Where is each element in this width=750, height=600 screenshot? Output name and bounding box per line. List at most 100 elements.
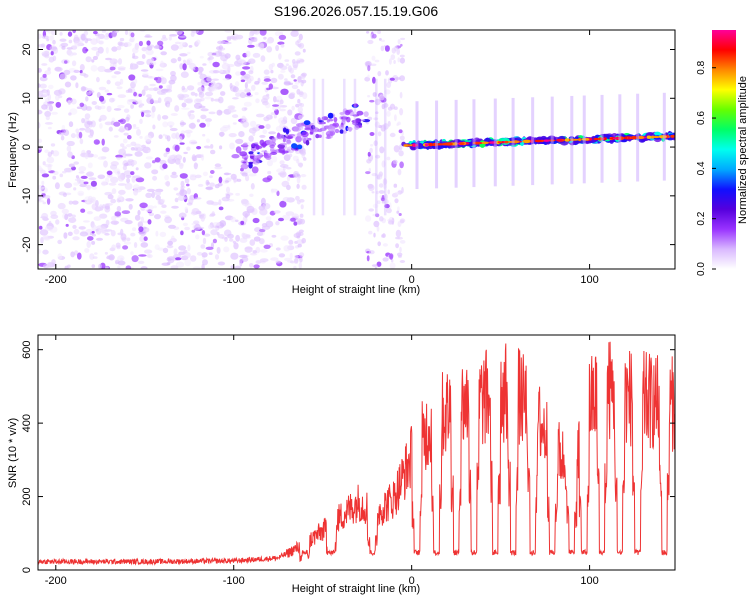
spectrogram-noise-blob — [111, 31, 117, 38]
spectrogram-noise-blob — [218, 206, 224, 211]
spectrogram-noise-blob — [117, 66, 126, 70]
spectrogram-noise-blob — [210, 242, 215, 249]
spectrogram-noise-blob — [117, 265, 121, 269]
spectrogram-noise-blob — [160, 210, 167, 214]
spectrogram-noise-blob — [296, 235, 301, 239]
spectrogram-noise-blob — [111, 75, 117, 79]
spectrogram-noise-blob — [281, 180, 290, 188]
spectrogram-noise-blob — [67, 31, 73, 37]
spectrogram-noise-blob — [397, 252, 403, 257]
colorbar-tick-label: 0.8 — [696, 60, 707, 74]
spectrogram-noise-blob — [79, 72, 87, 77]
spectrogram-noise-blob — [255, 98, 260, 104]
snr-x-tick-label: 100 — [580, 575, 598, 587]
spectrogram-noise-blob — [212, 222, 221, 226]
spectrogram-noise-blob — [141, 111, 145, 118]
spectrogram-noise-blob — [96, 92, 101, 98]
spectrogram-noise-blob — [148, 87, 156, 91]
spectrogram-noise-blob — [381, 195, 385, 200]
spectrogram-noise-blob — [123, 41, 132, 47]
spectrogram-noise-blob — [117, 255, 125, 262]
spectrogram-noise-blob — [141, 47, 148, 52]
spectrogram-noise-blob — [278, 34, 287, 41]
snr-y-tick-label: 400 — [21, 414, 33, 432]
spectrogram-noise-blob — [270, 257, 279, 261]
spectrogram-noise-blob — [384, 89, 391, 95]
spectrogram-noise-blob — [399, 135, 405, 141]
spectrogram-noise-blob — [88, 134, 94, 138]
spectrogram-noise-blob — [81, 118, 85, 124]
spectrogram-noise-blob — [199, 55, 204, 59]
spectrogram-noise-blob — [104, 89, 110, 93]
spectrogram-noise-blob — [155, 68, 164, 72]
spectrogram-noise-blob — [111, 215, 117, 221]
spectrogram-noise-blob — [242, 66, 251, 70]
spectrogram-noise-blob — [44, 110, 52, 118]
spectrogram-noise-blob — [219, 69, 224, 73]
spectrogram-noise-blob — [123, 170, 132, 177]
spectrogram-noise-blob — [129, 67, 137, 70]
spectrogram-noise-blob — [53, 89, 63, 96]
spectrogram-noise-blob — [301, 237, 307, 244]
spectrogram-noise-blob — [103, 35, 110, 40]
spectrogram-noise-blob — [397, 57, 401, 63]
spectrogram-noise-blob — [241, 256, 249, 262]
spectrogram-noise-blob — [38, 184, 45, 190]
spectrogram-noise-blob — [115, 242, 121, 248]
spectrogram-noise-blob — [38, 225, 43, 230]
spectrogram-noise-blob — [42, 201, 47, 205]
spectrogram-noise-blob — [182, 63, 187, 71]
spectrogram-noise-blob — [47, 261, 53, 268]
spectrogram-tone-blob — [340, 116, 349, 120]
spectrogram-noise-blob — [197, 183, 204, 187]
spectrogram-noise-blob — [75, 82, 79, 89]
spectrogram-noise-blob — [158, 85, 163, 89]
spectrogram-noise-blob — [391, 259, 394, 263]
spectrogram-noise-blob — [265, 220, 274, 228]
spectrogram-noise-blob — [301, 79, 307, 84]
spectrogram-noise-blob — [38, 109, 43, 115]
spectrogram-noise-blob — [198, 92, 205, 98]
spectrogram-noise-blob — [262, 94, 270, 101]
spectrogram-line-core — [497, 141, 502, 144]
spectrogram-tone-blob — [317, 134, 322, 138]
spectrogram-noise-blob — [369, 132, 375, 136]
spectrogram-noise-blob — [85, 56, 92, 63]
spectrogram-noise-blob — [158, 134, 163, 139]
spectrogram-line-core — [481, 141, 489, 145]
spectrogram-noise-blob — [91, 46, 99, 51]
spectrogram-noise-blob — [184, 98, 193, 104]
spectrogram-noise-blob — [263, 78, 271, 82]
spectrogram-marks — [38, 30, 675, 269]
spectrogram-tone-blob — [260, 143, 268, 147]
spectrogram-noise-blob — [400, 43, 403, 47]
spectrogram-noise-blob — [229, 238, 234, 242]
spectrogram-noise-blob — [139, 135, 143, 139]
spectrogram-line-tick — [435, 100, 439, 189]
spectrogram-noise-blob — [182, 156, 186, 163]
spectrogram-noise-blob — [146, 40, 151, 46]
spectrogram-line-tick — [454, 99, 458, 188]
spectrogram-noise-blob — [123, 108, 130, 113]
spectrogram-noise-blob — [280, 43, 285, 48]
spectrogram-noise-blob — [273, 210, 281, 214]
spectrogram-noise-blob — [155, 195, 161, 201]
spectrogram-noise-blob — [212, 238, 217, 244]
spectrogram-noise-blob — [200, 114, 207, 120]
spectrogram-tone-blob — [270, 147, 275, 152]
spectrogram-noise-blob — [149, 83, 156, 87]
spectrogram-noise-blob — [261, 81, 269, 85]
spectrogram-tone-blob — [346, 126, 353, 131]
spectrogram-noise-blob — [217, 261, 226, 266]
spectrogram-noise-blob — [254, 92, 259, 96]
spectrogram-noise-blob — [265, 216, 272, 221]
spectrogram-noise-blob — [104, 121, 113, 126]
spectrogram-noise-blob — [47, 30, 53, 34]
spectrogram-noise-blob — [366, 159, 372, 164]
spectrogram-noise-blob — [79, 102, 85, 108]
spectrogram-noise-blob — [249, 263, 254, 268]
spectrogram-noise-blob — [59, 73, 68, 80]
spectrogram-noise-blob — [68, 39, 73, 44]
spectrogram-noise-blob — [291, 84, 299, 90]
spectrogram-noise-blob — [51, 111, 58, 115]
